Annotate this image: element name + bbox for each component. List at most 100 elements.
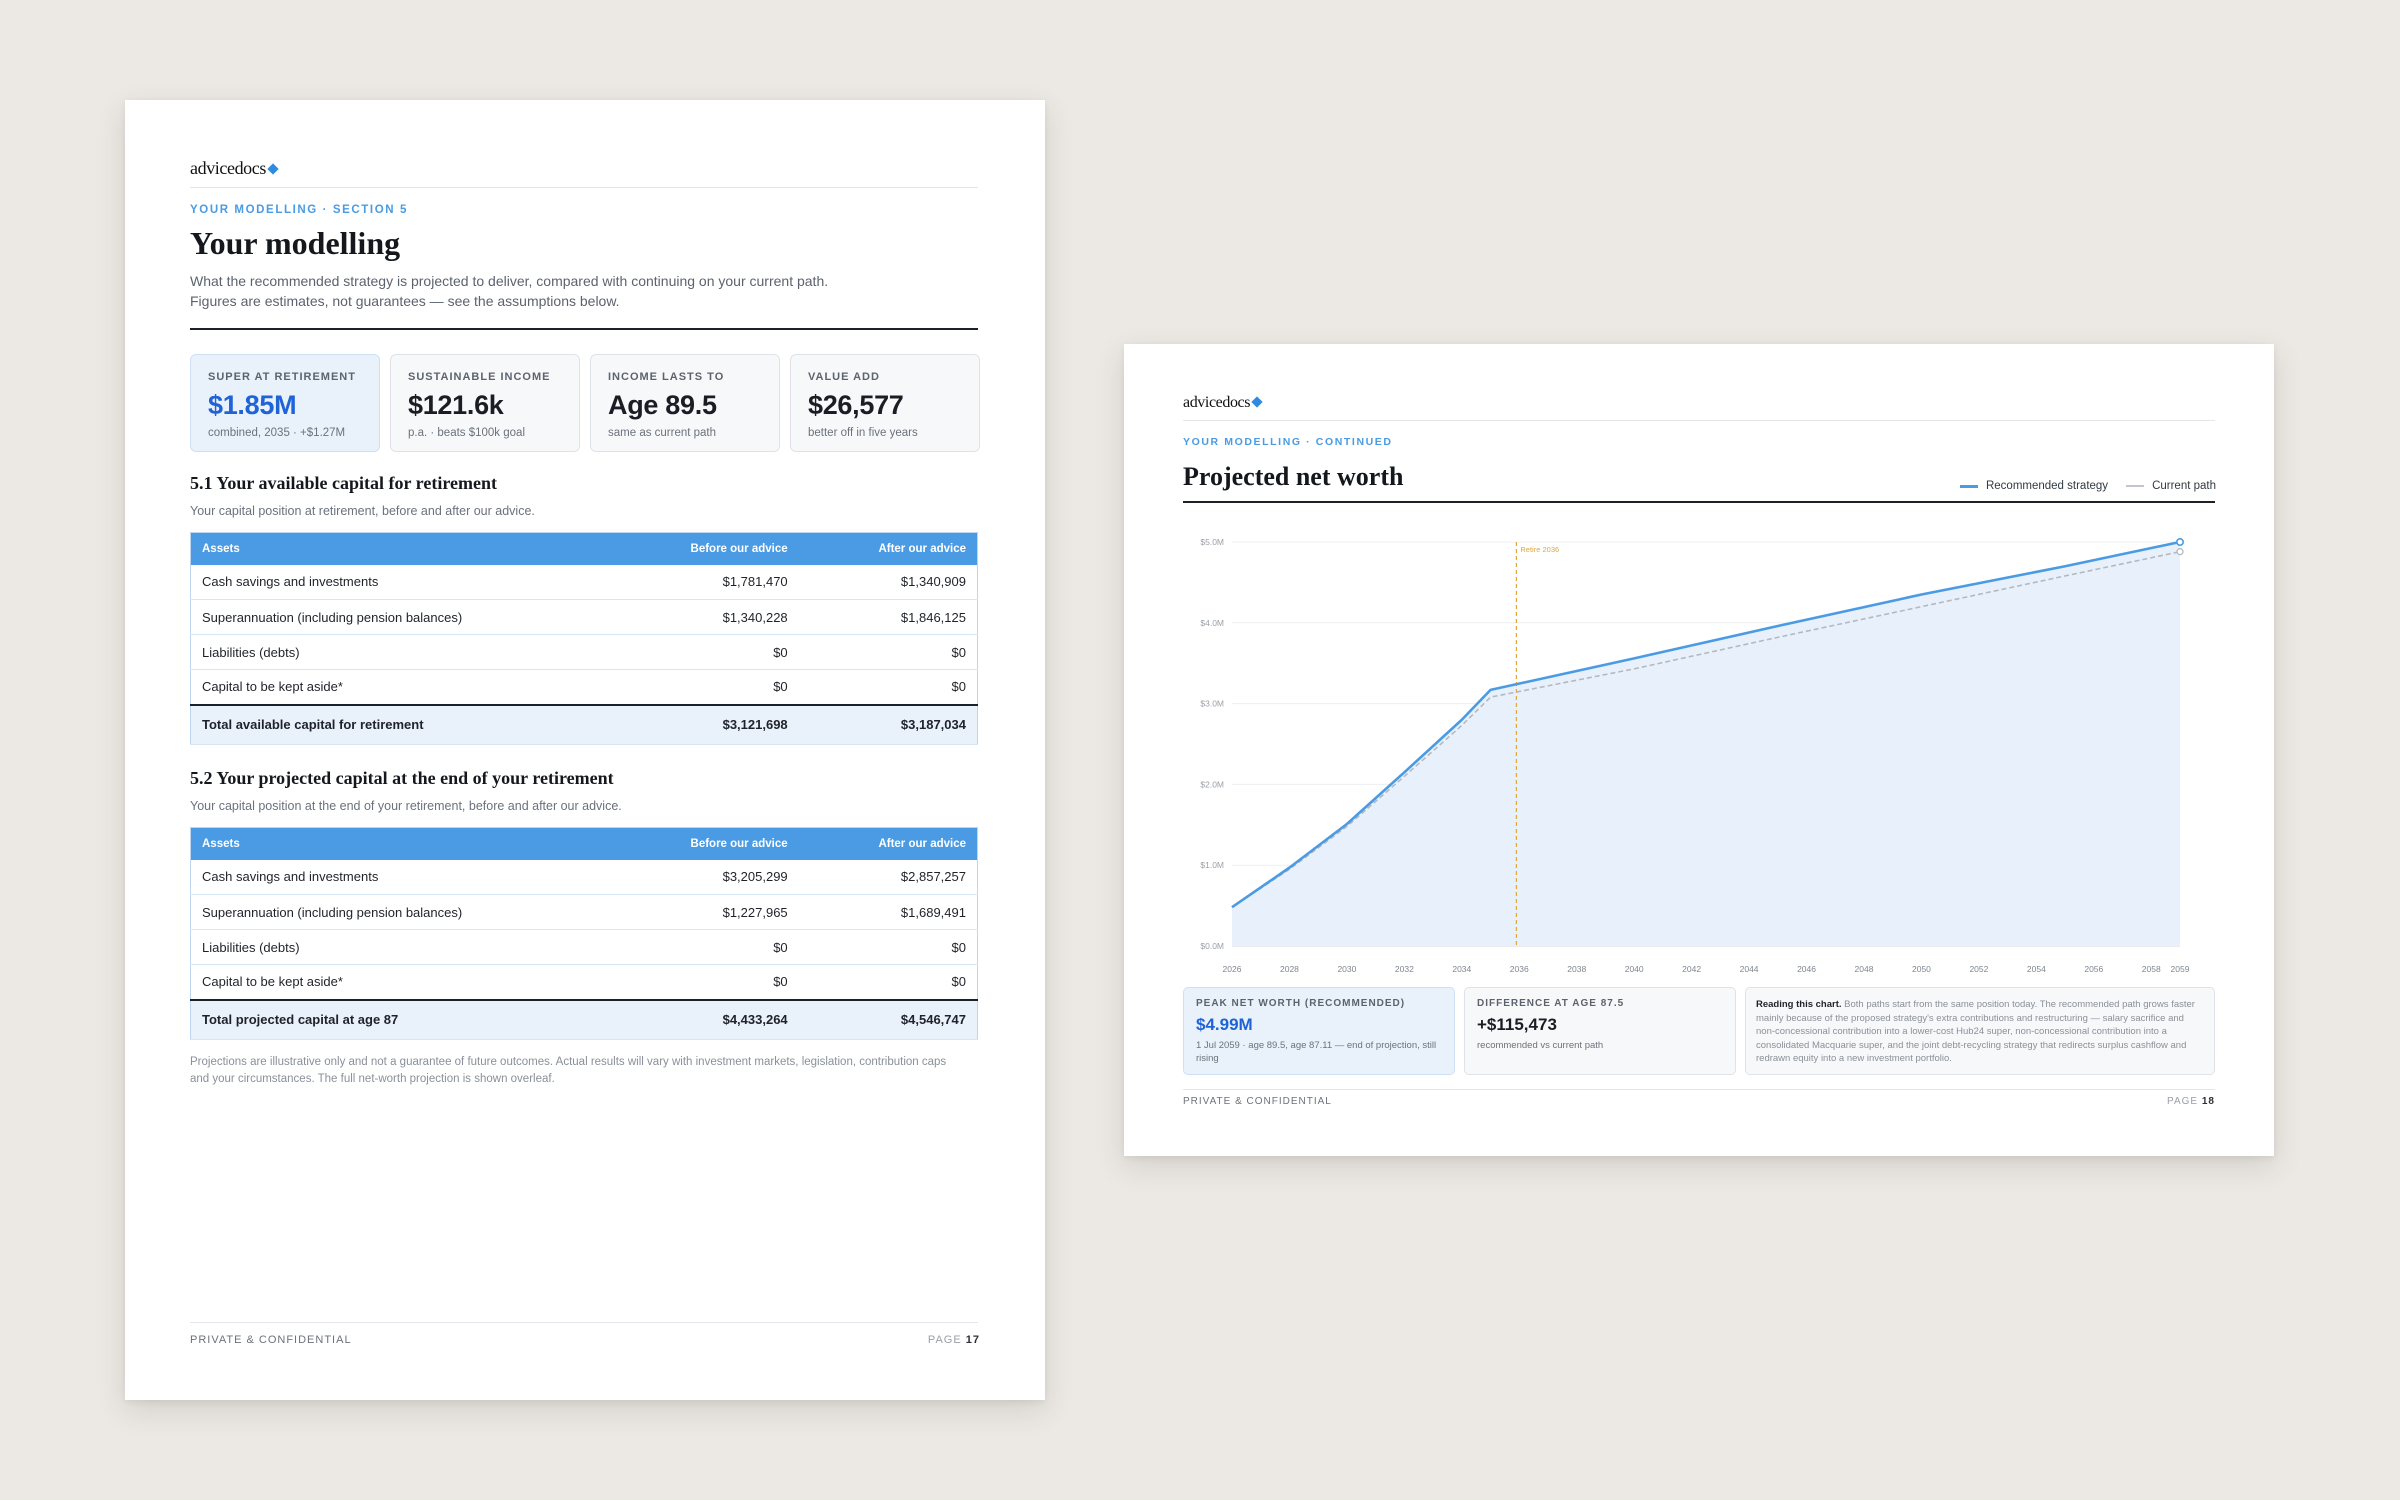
table-cell: $1,846,125 [798, 599, 978, 635]
x-tick-label: 2052 [1969, 964, 1988, 974]
kpi-label: SUSTAINABLE INCOME [408, 371, 551, 383]
table-cell: Cash savings and investments [190, 859, 620, 895]
table-cell: Liabilities (debts) [190, 634, 620, 670]
net-worth-chart: $0.0M $1.0M $2.0M $3.0M $4.0M $5.0M 2026 2028 20… [1200, 537, 2190, 974]
x-tick-label: 2044 [1740, 964, 1759, 974]
table-cell: $3,121,698 [619, 703, 799, 745]
legend-recommended-swatch [1959, 484, 1978, 488]
table-row: Superannuation (including pension balanc… [190, 599, 978, 635]
legend-recommended-label: Recommended strategy [1985, 480, 2109, 492]
table-cell: $0 [619, 929, 799, 965]
card-value: $4.99M [1196, 1015, 1253, 1034]
report-page-17: advicedocs YOUR MODELLING · SECTION 5 Yo… [125, 100, 1045, 1400]
kpi-value: $26,577 [808, 390, 904, 420]
table-cell: $2,857,257 [798, 859, 978, 895]
kpi-sub: p.a. · beats $100k goal [408, 427, 525, 439]
column-header: After our advice [798, 827, 978, 860]
kpi-label: VALUE ADD [808, 371, 880, 383]
column-header: Before our advice [619, 827, 799, 860]
page-title: Your modelling [190, 225, 401, 261]
card-label: DIFFERENCE AT AGE 87.5 [1477, 998, 1625, 1009]
brand-diamond-icon [1251, 396, 1263, 408]
kpi-value: Age 89.5 [608, 390, 717, 420]
y-tick-label: $1.0M [1200, 860, 1224, 870]
table-cell: $0 [798, 964, 978, 1000]
table-header-row: Assets Before our advice After our advic… [190, 532, 978, 565]
footer-confidential: PRIVATE & CONFIDENTIAL [190, 1334, 352, 1346]
recommended-line [1231, 540, 2181, 909]
footer-divider [1183, 1089, 2215, 1090]
x-tick-label: 2030 [1337, 964, 1356, 974]
table-header-row: Assets Before our advice After our advic… [190, 827, 978, 860]
x-tick-label: 2050 [1912, 964, 1931, 974]
table-cell: Total available capital for retirement [190, 703, 620, 745]
x-tick-label: 2032 [1395, 964, 1414, 974]
table-cell: Capital to be kept aside* [190, 669, 620, 705]
table-cell: Total projected capital at age 87 [190, 998, 620, 1040]
table-total-row: Total available capital for retirement $… [190, 703, 978, 745]
table-cell: $1,340,228 [619, 599, 799, 635]
kpi-super-at-retirement: SUPER AT RETIREMENT $1.85M combined, 203… [190, 354, 380, 452]
table-cell: $0 [619, 669, 799, 705]
table-cell: $1,781,470 [619, 564, 799, 600]
table-total-row: Total projected capital at age 87 $4,433… [190, 998, 978, 1040]
x-tick-label: 2040 [1625, 964, 1644, 974]
section-5-1-heading: 5.1 Your available capital for retiremen… [190, 473, 497, 493]
column-header: Before our advice [619, 532, 799, 565]
y-tick-label: $2.0M [1200, 779, 1224, 789]
title-divider [1183, 501, 2215, 503]
kpi-label: INCOME LASTS TO [608, 371, 725, 383]
x-tick-label: 2059 [2171, 964, 2190, 974]
table-cell: $1,227,965 [619, 894, 799, 930]
table-cell: $0 [619, 964, 799, 1000]
section-5-2-heading: 5.2 Your projected capital at the end of… [190, 768, 614, 788]
header-divider [190, 187, 978, 188]
card-value: +$115,473 [1477, 1015, 1557, 1034]
intro-line-1: What the recommended strategy is project… [190, 273, 829, 289]
x-tick-label: 2038 [1567, 964, 1586, 974]
x-tick-label: 2028 [1280, 964, 1299, 974]
table-cell: $1,689,491 [798, 894, 978, 930]
reading-title: Reading this chart. [1756, 999, 1842, 1010]
retire-marker-label: Retire 2036 [1520, 545, 1559, 554]
section-5-1-subtitle: Your capital position at retirement, bef… [190, 504, 535, 518]
x-tick-label: 2046 [1797, 964, 1816, 974]
table-row: Superannuation (including pension balanc… [190, 894, 978, 930]
chart-title: Projected net worth [1183, 462, 1404, 491]
table-cell: $0 [798, 634, 978, 670]
kpi-value-add: VALUE ADD $26,577 better off in five yea… [790, 354, 980, 452]
recommended-endpoint [2175, 537, 2184, 546]
report-page-18: advicedocs YOUR MODELLING · CONTINUED Pr… [1124, 344, 2274, 1156]
table-row: Liabilities (debts) $0 $0 [190, 929, 978, 965]
footer-confidential: PRIVATE & CONFIDENTIAL [1183, 1096, 1332, 1107]
y-tick-label: $4.0M [1200, 618, 1224, 628]
disclaimer-line-1: Projections are illustrative only and no… [190, 1056, 947, 1068]
intro-divider [190, 328, 978, 330]
x-tick-label: 2036 [1510, 964, 1529, 974]
table-row: Cash savings and investments $1,781,470 … [190, 564, 978, 600]
current-path-line [1231, 550, 2181, 908]
brand-logo: advicedocs [190, 158, 279, 179]
table-row: Cash savings and investments $3,205,299 … [190, 859, 978, 895]
x-tick-label: 2058 [2142, 964, 2161, 974]
legend-current-label: Current path [2152, 480, 2216, 492]
card-sub: 1 Jul 2059 · age 89.5, age 87.11 — end o… [1196, 1040, 1437, 1064]
projected-capital-table: Assets Before our advice After our advic… [190, 827, 978, 1040]
x-tick-label: 2048 [1855, 964, 1874, 974]
intro-line-2: Figures are estimates, not guarantees — … [190, 293, 620, 309]
kpi-value: $1.85M [208, 390, 297, 420]
brand-logo: advicedocs [1183, 394, 1263, 412]
section-eyebrow: YOUR MODELLING · SECTION 5 [190, 204, 408, 216]
table-cell: $0 [798, 929, 978, 965]
recommended-area [1232, 542, 2180, 946]
x-tick-label: 2026 [1223, 964, 1242, 974]
table-row: Capital to be kept aside* $0 $0 [190, 669, 978, 705]
table-cell: $0 [798, 669, 978, 705]
table-cell: $4,433,264 [619, 998, 799, 1040]
table-cell: $3,187,034 [798, 703, 978, 745]
y-tick-label: $0.0M [1200, 941, 1224, 951]
table-row: Capital to be kept aside* $0 $0 [190, 964, 978, 1000]
kpi-sub: same as current path [608, 427, 717, 439]
peak-net-worth-card: PEAK NET WORTH (RECOMMENDED) $4.99M 1 Ju… [1183, 987, 1455, 1075]
available-capital-table: Assets Before our advice After our advic… [190, 532, 978, 745]
